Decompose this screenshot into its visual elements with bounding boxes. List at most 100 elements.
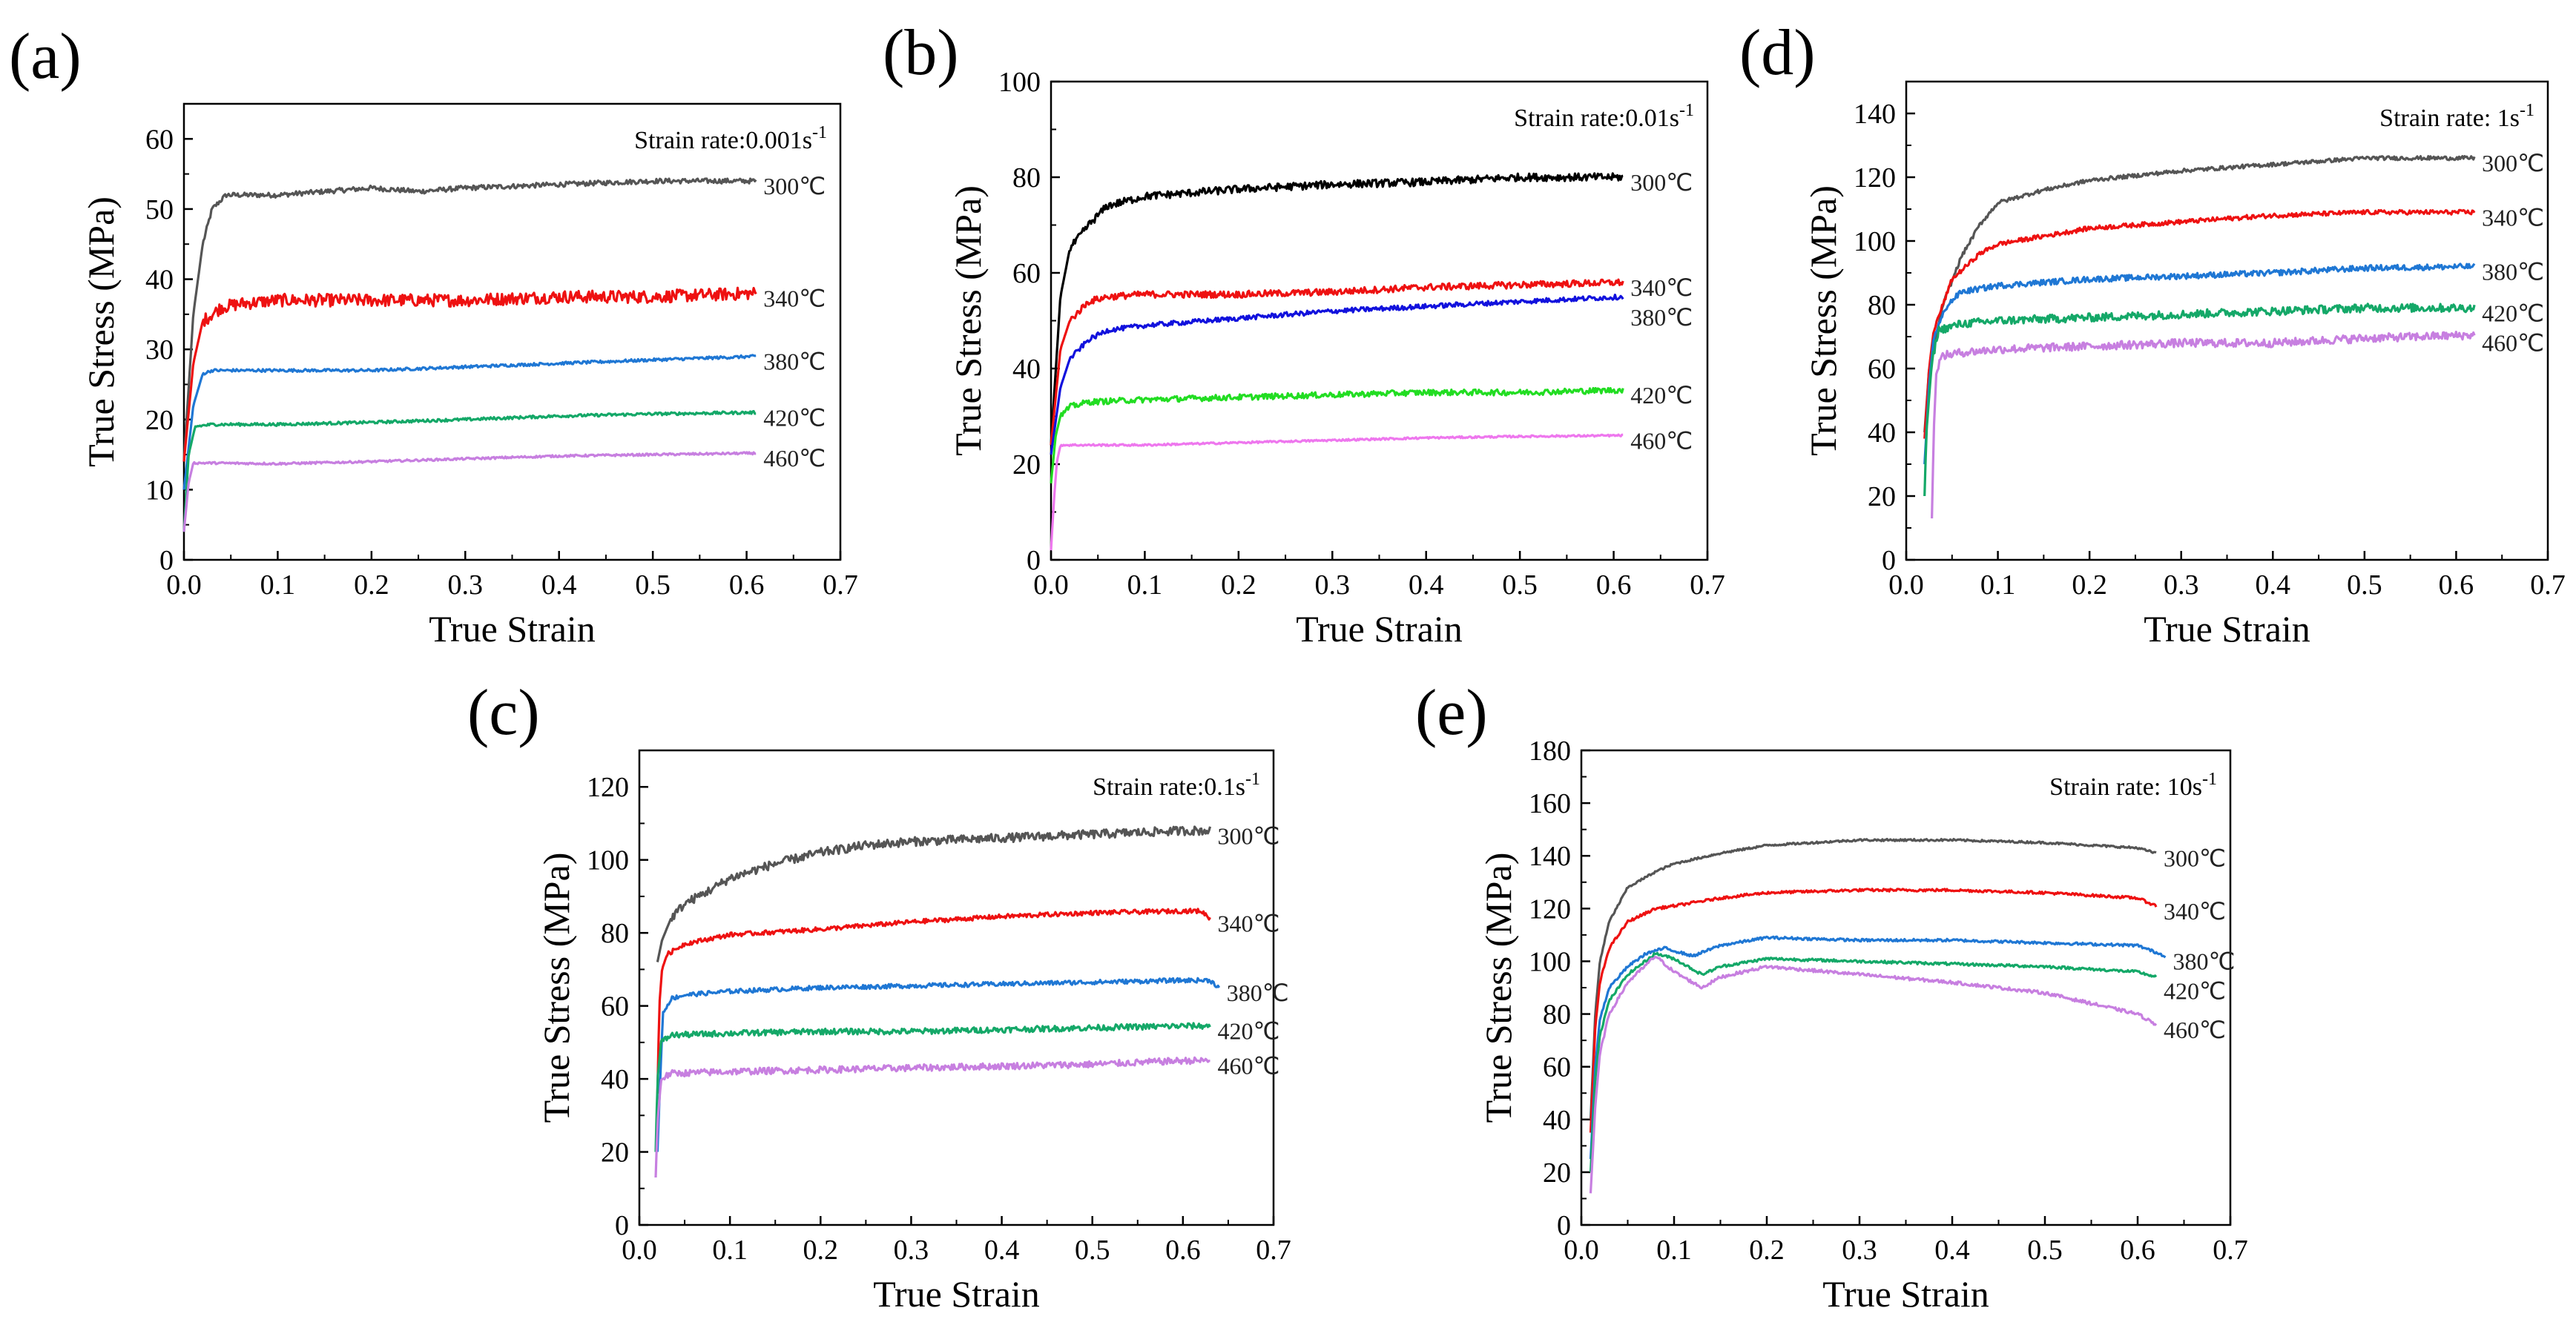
x-tick-label: 0.0 <box>622 1235 657 1266</box>
y-tick-label: 180 <box>1529 736 1571 767</box>
series-line <box>656 977 1221 1152</box>
panel-label: (b) <box>883 17 959 89</box>
series-label: 380℃ <box>2482 258 2544 285</box>
series-label: 420℃ <box>1630 382 1693 409</box>
series-label: 460℃ <box>2482 329 2544 356</box>
y-tick-label: 20 <box>145 405 174 436</box>
series-label: 380℃ <box>1227 980 1289 1006</box>
x-tick-label: 0.6 <box>1596 569 1632 601</box>
x-tick-label: 0.2 <box>354 569 389 601</box>
series-line <box>1923 262 2476 465</box>
x-tick-label: 0.2 <box>803 1235 839 1266</box>
x-tick-label: 0.1 <box>712 1235 748 1266</box>
plot-frame <box>1050 80 1709 561</box>
strain-rate-text: Strain rate:0.01s <box>1514 105 1679 132</box>
series-line <box>1589 837 2157 1120</box>
y-axis-title: True Stress (MPa) <box>1478 853 1519 1123</box>
series-line <box>1923 303 2476 497</box>
x-tick-label: 0.2 <box>1749 1235 1785 1266</box>
series-label: 300℃ <box>2164 845 2226 872</box>
x-axis-title: True Strain <box>1296 608 1463 650</box>
series-label: 380℃ <box>1630 304 1693 331</box>
y-tick-label: 40 <box>145 265 174 296</box>
series-line <box>182 177 757 462</box>
y-tick-label: 40 <box>1543 1105 1571 1136</box>
panel-label: (d) <box>1739 17 1816 89</box>
series-label: 300℃ <box>1218 822 1280 849</box>
x-tick-label: 0.7 <box>1690 569 1725 601</box>
series-line <box>182 451 757 532</box>
series-label: 460℃ <box>1630 427 1693 454</box>
series-label: 460℃ <box>1218 1052 1280 1079</box>
y-tick-label: 140 <box>1854 99 1896 130</box>
series-label: 300℃ <box>763 173 826 199</box>
x-tick-label: 0.3 <box>1842 1235 1877 1266</box>
x-tick-label: 0.7 <box>823 569 858 601</box>
x-tick-label: 0.3 <box>2164 569 2199 601</box>
x-tick-label: 0.7 <box>2213 1235 2248 1266</box>
series-line <box>1050 386 1624 483</box>
x-tick-label: 0.4 <box>1409 569 1444 601</box>
chart-c: (c) 0.0 0.1 0.2 0.3 0.4 0.5 0.6 0.7 0 20 40 60 80 100 1… <box>467 677 1291 1315</box>
x-tick-label: 0.5 <box>2347 569 2382 601</box>
strain-rate-annotation: Strain rate: 1s-1 <box>2379 101 2534 132</box>
x-tick-label: 0.1 <box>1980 569 2016 601</box>
y-tick-label: 100 <box>1854 226 1896 257</box>
y-axis-title: True Stress (MPa) <box>947 185 989 456</box>
series-line <box>1589 935 2167 1160</box>
panel-label: (e) <box>1415 677 1488 749</box>
y-tick-label: 0 <box>1557 1210 1571 1241</box>
x-tick-label: 0.3 <box>448 569 484 601</box>
strain-rate-text: Strain rate:0.001s <box>634 127 812 154</box>
x-tick-label: 0.5 <box>2027 1235 2063 1266</box>
y-tick-label: 0 <box>1027 545 1041 576</box>
x-axis-title: True Strain <box>2144 608 2310 650</box>
x-tick-label: 0.0 <box>166 569 202 601</box>
y-tick-label: 80 <box>1543 1000 1571 1031</box>
y-tick-label: 120 <box>1854 162 1896 194</box>
strain-rate-text: Strain rate: 10s <box>2049 773 2202 801</box>
y-tick-label: 30 <box>145 334 174 366</box>
series-line <box>654 1022 1211 1152</box>
y-tick-label: 60 <box>1012 258 1041 289</box>
series-label: 420℃ <box>2482 300 2544 326</box>
strain-rate-annotation: Strain rate:0.1s-1 <box>1093 770 1260 801</box>
x-tick-label: 0.1 <box>260 569 296 601</box>
x-axis-title: True Strain <box>429 608 596 650</box>
strain-rate-exponent: -1 <box>2202 770 2217 789</box>
x-tick-label: 0.1 <box>1127 569 1163 601</box>
x-tick-label: 0.5 <box>1075 1235 1110 1266</box>
y-tick-label: 20 <box>1012 449 1041 480</box>
y-tick-label: 0 <box>615 1210 629 1241</box>
plot-frame <box>1580 749 2232 1226</box>
strain-rate-exponent: -1 <box>812 123 827 142</box>
y-tick-label: 60 <box>145 124 174 155</box>
y-tick-label: 80 <box>1012 162 1041 194</box>
plot-frame <box>638 749 1275 1226</box>
series-line <box>1050 294 1624 455</box>
series-label: 340℃ <box>2482 204 2544 231</box>
y-tick-label: 100 <box>587 845 629 876</box>
x-tick-label: 0.6 <box>2439 569 2474 601</box>
y-tick-label: 40 <box>601 1064 629 1095</box>
x-tick-label: 0.7 <box>1256 1235 1291 1266</box>
series-label: 380℃ <box>763 348 826 375</box>
series-label: 340℃ <box>1630 274 1693 301</box>
strain-rate-text: Strain rate:0.1s <box>1093 773 1245 801</box>
series-line <box>1923 208 2476 439</box>
x-tick-label: 0.6 <box>2120 1235 2155 1266</box>
series-line <box>182 409 757 532</box>
strain-rate-annotation: Strain rate:0.01s-1 <box>1514 101 1694 132</box>
series-label: 380℃ <box>2173 948 2236 974</box>
y-tick-label: 50 <box>145 194 174 225</box>
x-tick-label: 0.6 <box>729 569 765 601</box>
x-tick-label: 0.4 <box>2256 569 2291 601</box>
x-tick-label: 0.4 <box>541 569 577 601</box>
y-tick-label: 40 <box>1012 354 1041 385</box>
x-tick-label: 0.4 <box>984 1235 1020 1266</box>
x-tick-label: 0.1 <box>1656 1235 1692 1266</box>
y-tick-label: 140 <box>1529 841 1571 872</box>
strain-rate-text: Strain rate: 1s <box>2379 105 2520 132</box>
series-line <box>654 1056 1210 1178</box>
strain-rate-annotation: Strain rate: 10s-1 <box>2049 770 2217 801</box>
